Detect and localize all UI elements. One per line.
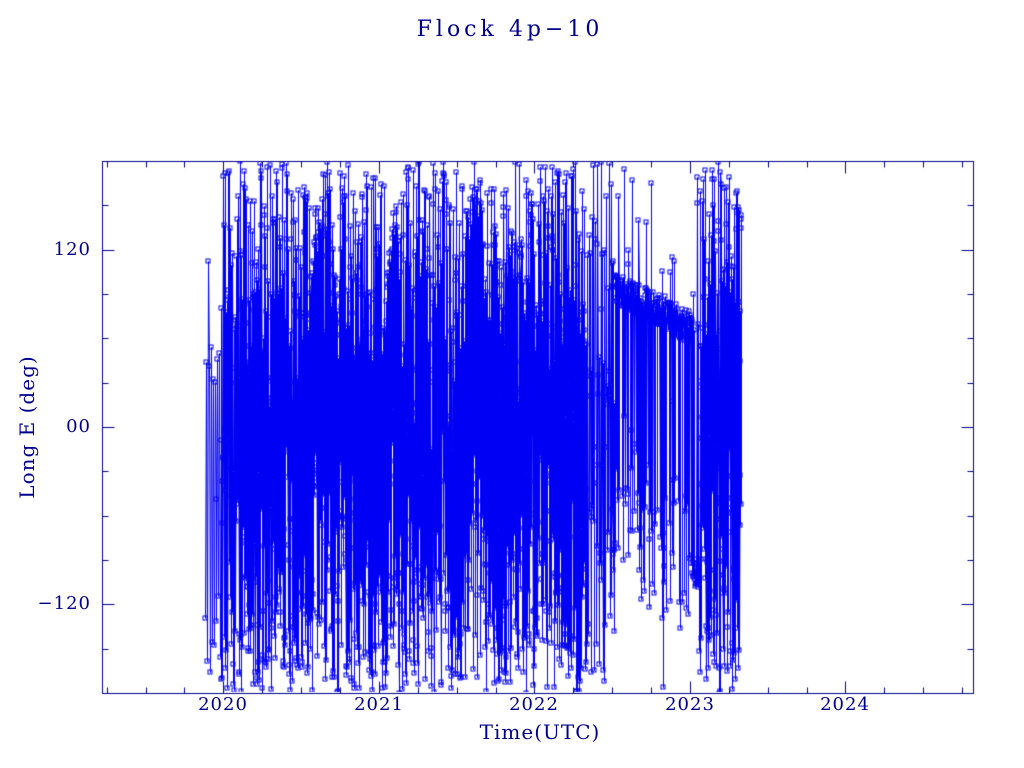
y-tick-label-neg-120: −120: [37, 593, 91, 614]
x-tick-label-2020: 2020: [198, 694, 248, 715]
y-tick-label-120: 120: [53, 239, 91, 260]
x-tick-label-2021: 2021: [354, 694, 404, 715]
x-tick-label-2022: 2022: [509, 694, 559, 715]
y-tick-label-00: 00: [66, 416, 91, 437]
x-tick-label-2023: 2023: [665, 694, 715, 715]
x-axis-title: Time(UTC): [479, 720, 601, 744]
chart-title: Flock 4p−10: [416, 17, 604, 42]
x-tick-label-2024: 2024: [820, 694, 870, 715]
